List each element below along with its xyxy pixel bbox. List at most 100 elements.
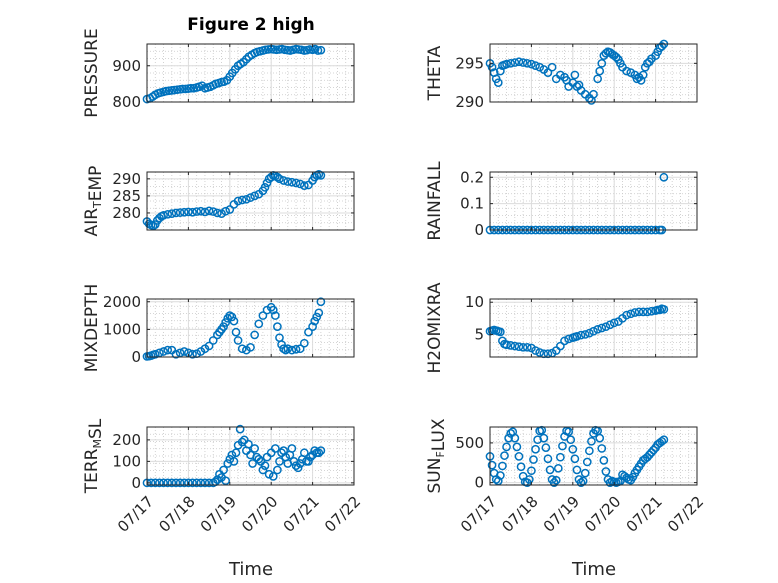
- data-point: [580, 330, 590, 339]
- data-point: [283, 344, 293, 354]
- data-point: [159, 210, 168, 220]
- y-tick-label: 500: [455, 434, 484, 452]
- subplot-rainfall: 0 0.1 0.2 RAINFALL: [425, 161, 698, 241]
- y-tick-label: 290: [455, 93, 484, 111]
- data-point: [593, 74, 602, 84]
- data-point: [531, 444, 540, 454]
- data-point: [314, 308, 324, 318]
- data-point: [248, 459, 257, 468]
- data-point: [514, 57, 524, 67]
- axes-box: [146, 43, 355, 103]
- data-point: [304, 327, 313, 337]
- data-point: [159, 347, 168, 356]
- data-point: [512, 442, 522, 452]
- data-point: [541, 443, 551, 453]
- subplot-h2omixra: 5 10 H2OMIXRA: [425, 282, 698, 374]
- data-point: [208, 207, 218, 216]
- data-point: [527, 466, 536, 476]
- data-point: [299, 338, 309, 348]
- data-point: [237, 195, 247, 205]
- data-point: [576, 330, 586, 340]
- data-point: [175, 478, 185, 488]
- data-point: [264, 469, 274, 479]
- data-point: [514, 452, 524, 461]
- data-point: [299, 181, 309, 190]
- data-point: [291, 344, 301, 354]
- y-axis-label: H2OMIXRA: [425, 282, 445, 373]
- data-point: [597, 58, 607, 68]
- data-point: [522, 58, 532, 68]
- data-point: [310, 316, 320, 326]
- y-tick-label: 10: [465, 293, 484, 311]
- axes-box: [489, 426, 698, 486]
- axes-box: [146, 426, 355, 486]
- data-point: [150, 349, 160, 359]
- data-point: [155, 478, 164, 488]
- data-point: [659, 172, 669, 182]
- data-point: [316, 45, 326, 55]
- data-point: [262, 178, 272, 188]
- y-tick-label: 0.2: [460, 168, 484, 186]
- data-point: [231, 448, 241, 458]
- y-tick-label: 1000: [103, 320, 141, 338]
- data-point: [242, 194, 251, 204]
- x-axis-label-left: Time: [228, 559, 273, 580]
- data-point: [570, 454, 580, 464]
- data-point: [163, 478, 173, 488]
- data-point: [200, 207, 210, 217]
- data-point: [585, 328, 594, 338]
- data-point: [260, 461, 270, 471]
- data-point: [568, 444, 578, 454]
- data-point: [595, 433, 605, 443]
- data-point: [242, 54, 251, 64]
- data-point: [229, 457, 239, 466]
- data-point: [273, 465, 282, 475]
- data-point: [595, 66, 605, 76]
- y-tick-label: 800: [112, 93, 141, 111]
- data-point: [279, 176, 288, 185]
- data-point: [657, 41, 667, 51]
- data-point: [587, 436, 596, 446]
- data-point: [159, 478, 168, 488]
- data-point: [258, 465, 268, 475]
- data-point: [304, 457, 313, 466]
- data-point: [502, 340, 511, 350]
- subplot-theta: 290 295 THETA: [425, 39, 698, 111]
- data-point: [553, 463, 563, 473]
- data-point: [233, 336, 243, 345]
- y-axis-label: THETA: [425, 45, 445, 101]
- data-point: [175, 348, 185, 358]
- data-point: [576, 478, 586, 487]
- data-point: [213, 475, 222, 484]
- data-point: [254, 454, 264, 464]
- data-point: [531, 346, 540, 355]
- data-point: [299, 448, 309, 458]
- data-point: [244, 439, 253, 449]
- y-tick-label: 0: [131, 474, 141, 492]
- data-point: [518, 342, 528, 352]
- data-point: [316, 297, 326, 307]
- y-tick-label: 0: [474, 474, 484, 492]
- data-point: [221, 206, 231, 216]
- data-point: [636, 75, 646, 85]
- data-point: [171, 478, 181, 488]
- data-point: [188, 349, 197, 359]
- data-point: [574, 80, 584, 90]
- data-point: [597, 323, 607, 333]
- data-point: [287, 177, 297, 187]
- y-tick-label: 280: [112, 204, 141, 222]
- data-point: [178, 84, 187, 94]
- data-point: [531, 61, 540, 71]
- data-point: [506, 58, 516, 68]
- data-point: [496, 66, 505, 76]
- data-point: [310, 446, 320, 455]
- data-point: [179, 478, 189, 488]
- data-point: [192, 207, 202, 216]
- data-point: [496, 471, 505, 480]
- data-point: [589, 89, 598, 99]
- data-point: [558, 441, 567, 451]
- data-point: [268, 472, 278, 481]
- data-point: [597, 444, 607, 453]
- data-point: [564, 427, 574, 437]
